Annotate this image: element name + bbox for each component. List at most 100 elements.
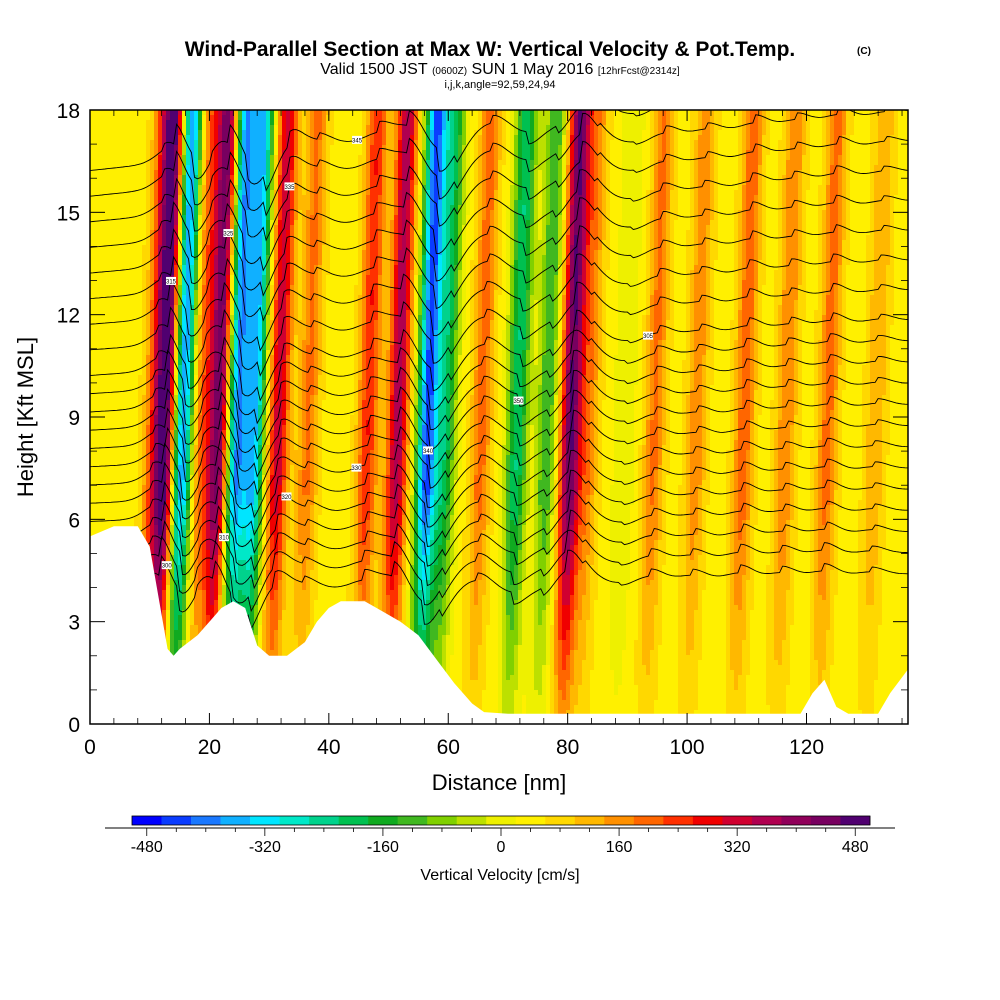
velocity-cell xyxy=(894,160,899,166)
velocity-cell xyxy=(382,115,387,121)
velocity-cell xyxy=(314,140,319,146)
velocity-cell xyxy=(166,190,171,196)
velocity-cell xyxy=(522,150,527,156)
velocity-cell xyxy=(318,120,323,126)
velocity-cell xyxy=(274,175,279,181)
velocity-cell xyxy=(290,190,295,196)
velocity-cell xyxy=(462,180,467,186)
velocity-cell xyxy=(830,220,835,226)
velocity-cell xyxy=(442,160,447,166)
velocity-cell xyxy=(698,210,703,216)
velocity-cell xyxy=(222,120,227,126)
velocity-cell xyxy=(362,110,367,116)
velocity-cell xyxy=(702,225,707,231)
velocity-cell xyxy=(262,115,267,121)
velocity-cell xyxy=(462,130,467,136)
velocity-cell xyxy=(670,210,675,216)
velocity-cell xyxy=(274,140,279,146)
velocity-cell xyxy=(854,165,859,171)
velocity-cell xyxy=(470,115,475,121)
velocity-cell xyxy=(646,160,651,166)
velocity-cell xyxy=(482,115,487,121)
velocity-cell xyxy=(850,135,855,141)
velocity-cell xyxy=(650,150,655,156)
velocity-cell xyxy=(582,215,587,221)
velocity-cell xyxy=(118,195,123,201)
velocity-cell xyxy=(238,185,243,191)
velocity-cell xyxy=(878,145,883,151)
velocity-cell xyxy=(266,170,271,176)
velocity-cell xyxy=(798,180,803,186)
velocity-cell xyxy=(894,115,899,121)
velocity-cell xyxy=(378,175,383,181)
velocity-cell xyxy=(810,180,815,186)
velocity-cell xyxy=(878,225,883,231)
velocity-cell xyxy=(778,125,783,131)
velocity-cell xyxy=(770,140,775,146)
velocity-cell xyxy=(798,170,803,176)
velocity-cell xyxy=(570,150,575,156)
velocity-cell xyxy=(390,145,395,151)
velocity-cell xyxy=(726,210,731,216)
velocity-cell xyxy=(518,175,523,181)
velocity-cell xyxy=(218,155,223,161)
velocity-cell xyxy=(626,165,631,171)
velocity-cell xyxy=(250,190,255,196)
velocity-cell xyxy=(350,230,355,236)
velocity-cell xyxy=(878,135,883,141)
velocity-cell xyxy=(550,150,555,156)
velocity-cell xyxy=(518,195,523,201)
velocity-cell xyxy=(854,205,859,211)
velocity-cell xyxy=(510,150,515,156)
velocity-cell xyxy=(562,140,567,146)
velocity-cell xyxy=(466,185,471,191)
velocity-cell xyxy=(514,155,519,161)
velocity-cell xyxy=(294,175,299,181)
velocity-cell xyxy=(682,145,687,151)
velocity-cell xyxy=(670,205,675,211)
velocity-cell xyxy=(226,195,231,201)
velocity-cell xyxy=(750,180,755,186)
velocity-cell xyxy=(310,220,315,226)
velocity-cell xyxy=(866,195,871,201)
velocity-cell xyxy=(870,120,875,126)
velocity-cell xyxy=(838,160,843,166)
velocity-cell xyxy=(554,130,559,136)
velocity-cell xyxy=(366,190,371,196)
velocity-cell xyxy=(278,170,283,176)
velocity-cell xyxy=(258,215,263,221)
velocity-cell xyxy=(730,205,735,211)
velocity-cell xyxy=(98,140,103,146)
velocity-cell xyxy=(386,175,391,181)
velocity-cell xyxy=(786,110,791,116)
velocity-cell xyxy=(270,125,275,131)
velocity-cell xyxy=(490,140,495,146)
velocity-cell xyxy=(418,220,423,226)
velocity-cell xyxy=(482,135,487,141)
velocity-cell xyxy=(274,195,279,201)
velocity-cell xyxy=(178,145,183,151)
velocity-cell xyxy=(234,155,239,161)
velocity-cell xyxy=(350,170,355,176)
velocity-cell xyxy=(238,195,243,201)
velocity-cell xyxy=(250,210,255,216)
velocity-cell xyxy=(506,150,511,156)
velocity-cell xyxy=(666,140,671,146)
velocity-cell xyxy=(530,115,535,121)
velocity-cell xyxy=(198,180,203,186)
velocity-cell xyxy=(474,155,479,161)
velocity-cell xyxy=(598,175,603,181)
velocity-cell xyxy=(394,215,399,221)
velocity-cell xyxy=(346,140,351,146)
velocity-cell xyxy=(706,200,711,206)
velocity-cell xyxy=(214,125,219,131)
velocity-cell xyxy=(378,135,383,141)
velocity-cell xyxy=(106,220,111,226)
velocity-cell xyxy=(838,180,843,186)
velocity-cell xyxy=(674,120,679,126)
velocity-cell xyxy=(406,120,411,126)
velocity-cell xyxy=(734,145,739,151)
velocity-cell xyxy=(906,200,908,206)
velocity-cell xyxy=(514,205,519,211)
velocity-cell xyxy=(402,135,407,141)
